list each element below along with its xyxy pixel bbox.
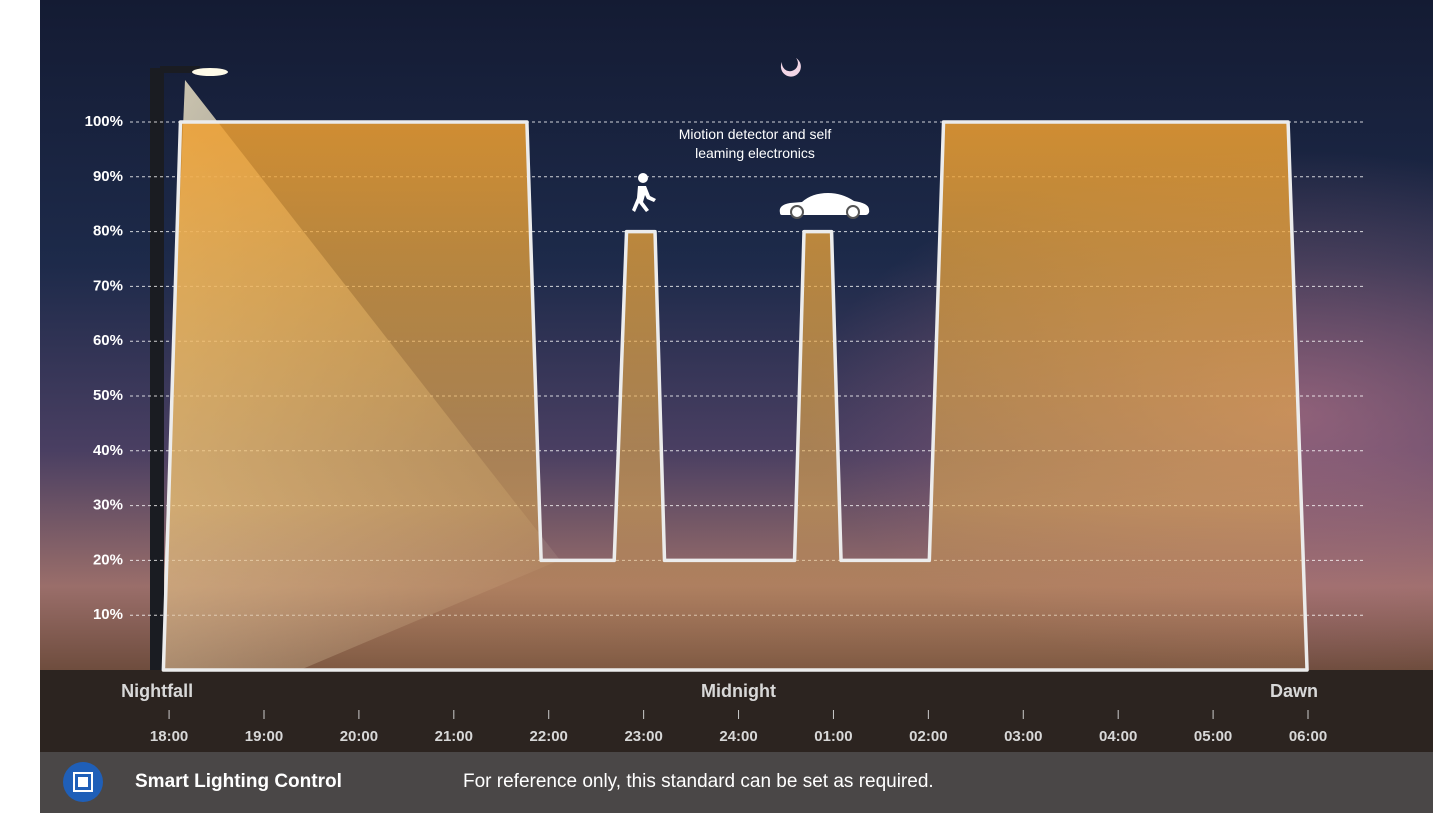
- y-tick-label: 70%: [93, 277, 123, 294]
- x-tick-label: 02:00: [909, 728, 947, 745]
- y-tick-label: 30%: [93, 497, 123, 514]
- period-label: Nightfall: [121, 681, 193, 701]
- x-tick-label: 05:00: [1194, 728, 1232, 745]
- lamp-head: [192, 68, 228, 76]
- x-tick-label: 23:00: [624, 728, 662, 745]
- x-tick-label: 22:00: [530, 728, 568, 745]
- x-tick-label: 06:00: [1289, 728, 1327, 745]
- annotation: Miotion detector and self leaming electr…: [655, 125, 855, 163]
- x-tick-label: 04:00: [1099, 728, 1137, 745]
- chart: 10% 20% 30% 40% 50% 60% 70% 80% 90% 100% 18:00 19:0…: [0, 0, 1443, 813]
- footer-icon-core: [78, 777, 88, 787]
- y-tick-label: 60%: [93, 332, 123, 349]
- y-tick-label: 100%: [85, 113, 123, 130]
- x-tick-label: 24:00: [719, 728, 757, 745]
- x-tick-label: 20:00: [340, 728, 378, 745]
- period-label: Dawn: [1270, 681, 1318, 701]
- lamp-post: [150, 68, 164, 670]
- x-tick-label: 03:00: [1004, 728, 1042, 745]
- y-tick-label: 80%: [93, 223, 123, 240]
- y-tick-label: 90%: [93, 168, 123, 185]
- x-tick-label: 01:00: [814, 728, 852, 745]
- page: 10% 20% 30% 40% 50% 60% 70% 80% 90% 100% 18:00 19:0…: [0, 0, 1443, 813]
- y-tick-label: 10%: [93, 606, 123, 623]
- footer-note: For reference only, this standard can be…: [463, 771, 934, 792]
- y-tick-label: 50%: [93, 387, 123, 404]
- footer-title: Smart Lighting Control: [135, 771, 342, 792]
- period-label: Midnight: [701, 681, 776, 701]
- x-tick-label: 21:00: [435, 728, 473, 745]
- y-tick-label: 20%: [93, 551, 123, 568]
- x-tick-label: 19:00: [245, 728, 283, 745]
- x-tick-label: 18:00: [150, 728, 188, 745]
- y-tick-label: 40%: [93, 442, 123, 459]
